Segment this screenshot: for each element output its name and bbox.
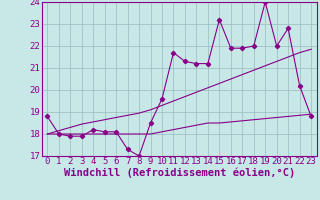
X-axis label: Windchill (Refroidissement éolien,°C): Windchill (Refroidissement éolien,°C) <box>64 168 295 178</box>
